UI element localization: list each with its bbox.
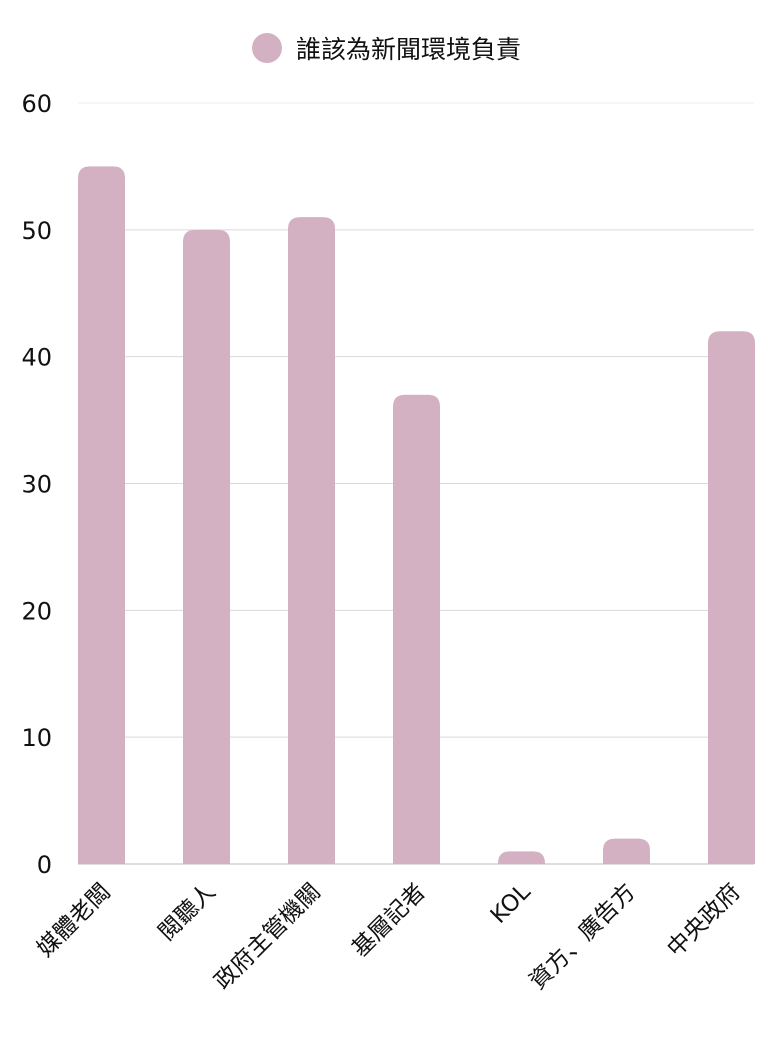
x-tick-label: 中央政府 bbox=[662, 879, 745, 962]
y-tick-label: 30 bbox=[21, 471, 52, 499]
x-tick-label: 媒體老闆 bbox=[32, 879, 115, 962]
bar bbox=[603, 838, 650, 864]
bar bbox=[183, 229, 230, 865]
x-tick-label: 基層記者 bbox=[347, 879, 430, 962]
bar bbox=[288, 217, 335, 864]
x-tick-label: 資方、廣告方 bbox=[525, 879, 641, 995]
x-tick-label: KOL bbox=[486, 879, 536, 929]
bar bbox=[708, 331, 755, 864]
bar bbox=[78, 166, 125, 864]
x-tick-label: 閱聽人 bbox=[154, 879, 221, 946]
y-tick-label: 50 bbox=[21, 217, 52, 245]
x-tick-label: 政府主管機關 bbox=[210, 879, 326, 995]
bar bbox=[393, 394, 440, 864]
y-tick-label: 10 bbox=[21, 724, 52, 752]
y-tick-label: 20 bbox=[21, 597, 52, 625]
legend-label: 誰該為新聞環境負責 bbox=[296, 35, 521, 64]
legend-swatch bbox=[252, 33, 282, 63]
legend: 誰該為新聞環境負責 bbox=[252, 33, 521, 64]
y-tick-label: 40 bbox=[21, 344, 52, 372]
bar bbox=[498, 851, 545, 864]
y-tick-label: 0 bbox=[37, 851, 52, 879]
y-tick-label: 60 bbox=[21, 90, 52, 118]
